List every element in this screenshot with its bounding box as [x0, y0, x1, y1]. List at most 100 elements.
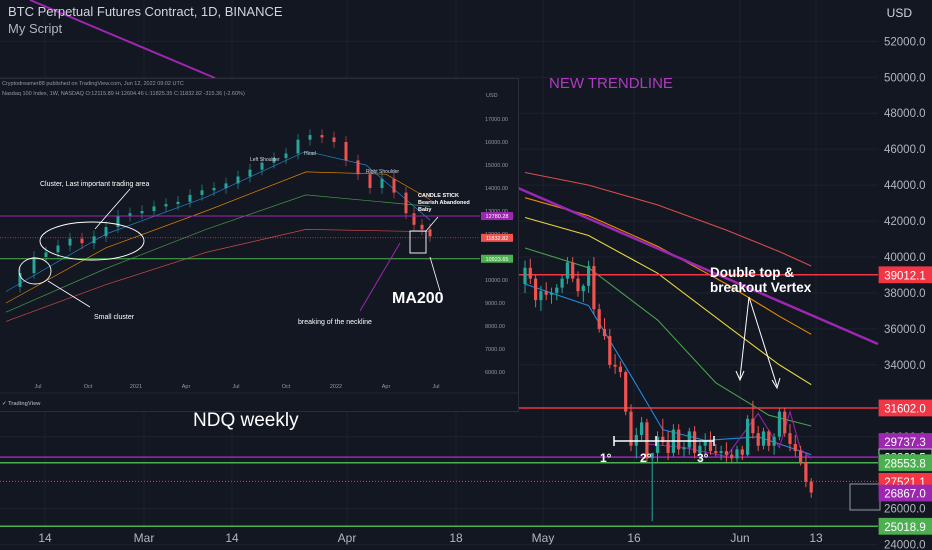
inset-price-tag-bg	[481, 254, 513, 263]
inset-x-label: 2022	[330, 384, 342, 390]
inset-y-label: 6000.00	[485, 370, 505, 376]
inset-x-label: Oct	[84, 384, 93, 390]
inset-ma-line	[5, 171, 431, 304]
inset-candle-body	[368, 174, 372, 188]
inset-y-label: 9000.00	[485, 301, 505, 307]
candle-body	[751, 418, 755, 434]
x-tick-label: Jun	[730, 531, 749, 545]
inset-candle-body	[284, 153, 288, 159]
candle-body	[777, 411, 781, 437]
inset-candle-body	[44, 252, 48, 257]
candle-body	[804, 461, 808, 482]
price-tag-label: 31602.0	[884, 403, 926, 415]
inset-candle-body	[18, 273, 22, 287]
inset-y-label: 16000.00	[485, 140, 508, 146]
chart-title: BTC Perpetual Futures Contract, 1D, BINA…	[8, 4, 283, 19]
inset-candle-body	[248, 169, 252, 177]
candle-body	[602, 328, 607, 337]
inset-candle-body	[92, 236, 96, 244]
candle-body	[528, 267, 532, 279]
inset-candle-body	[332, 137, 336, 142]
price-tag: 28553.8	[878, 454, 932, 472]
moving-average-line	[524, 216, 812, 386]
label-bearish-abandoned: Bearish Abandoned	[418, 200, 470, 206]
tradingview-logo: ✓ TradingView	[2, 401, 40, 407]
candle-body	[608, 336, 612, 365]
neckline-arrow	[359, 242, 401, 312]
small-cluster-arrow	[47, 280, 91, 308]
candle-body	[581, 285, 585, 292]
candle-body	[597, 309, 601, 329]
y-tick-label: 42000.0	[884, 216, 926, 228]
label-baby: Baby	[418, 207, 432, 213]
candle-body	[565, 262, 569, 279]
range-box	[849, 483, 881, 511]
x-tick-label: 16	[627, 531, 641, 545]
label-right-shoulder: Right Shoulder	[366, 169, 400, 175]
price-tag-label: 28553.8	[884, 458, 926, 470]
y-tick-label: 38000.0	[884, 288, 926, 300]
candle-body	[799, 451, 803, 462]
candle-body	[534, 278, 538, 301]
annotation-ndq-weekly: NDQ weekly	[193, 410, 299, 431]
currency-label[interactable]: USD	[886, 6, 912, 20]
inset-candle-body	[308, 135, 312, 140]
candle-body	[560, 278, 564, 288]
indicator-name[interactable]: My Script	[8, 21, 63, 36]
candle-body	[772, 436, 776, 446]
price-tag-bg	[878, 517, 932, 535]
inset-candle-body	[164, 204, 168, 207]
moving-average-line	[646, 409, 812, 459]
candle-body	[714, 451, 718, 453]
arrow-line-1	[739, 296, 750, 379]
price-tag-bg	[878, 266, 932, 284]
label-cluster: Cluster, Last important trading area	[40, 181, 150, 188]
candle-body	[809, 481, 813, 493]
price-tag-bg	[878, 454, 932, 472]
arrow-line-2	[748, 296, 778, 387]
inset-candle-body	[356, 160, 360, 175]
small-cluster-ellipse	[18, 257, 52, 285]
candle-body	[650, 452, 654, 459]
inset-candle-body	[104, 227, 108, 237]
inset-y-label: 8000.00	[485, 324, 505, 330]
inset-published-line: Cryptodreamer88 published on TradingView…	[2, 81, 184, 87]
inset-candle-body	[420, 224, 424, 230]
inset-x-label: Jul	[34, 384, 41, 390]
inset-candle-body	[320, 135, 324, 138]
price-tag: 31602.0	[878, 399, 932, 417]
inset-candle-body	[116, 215, 120, 228]
candle-body	[682, 447, 686, 450]
inset-candle-body	[224, 183, 228, 188]
y-tick-label: 48000.0	[884, 108, 926, 120]
inset-y-label: 14000.00	[485, 186, 508, 192]
x-tick-label: Apr	[338, 531, 357, 545]
inset-price-tag-label: 11832.82	[486, 236, 509, 242]
y-tick-label: 44000.0	[884, 180, 926, 192]
price-tag-bg	[878, 399, 932, 417]
inset-candle-body	[404, 192, 408, 214]
inset-candle-body	[152, 206, 156, 211]
candles	[523, 257, 813, 522]
time-axis[interactable]: 14 Mar 14 Apr 18 May 16 Jun 13	[38, 531, 823, 545]
y-tick-label: 36000.0	[884, 324, 926, 336]
inset-price-tag-label: 10923.65	[486, 257, 509, 263]
price-axis[interactable]: 52000.0 50000.0 48000.0 46000.0 44000.0 42000…	[884, 36, 926, 550]
ndq-inset-plot: USD 17000.00 16000.00 15000.00 14000.00 13000…	[0, 93, 518, 394]
label-neckline: breaking of the neckline	[298, 319, 372, 326]
y-tick-label: 52000.0	[884, 36, 926, 48]
y-tick-label: 50000.0	[884, 72, 926, 84]
price-tag-bg	[878, 484, 932, 502]
candle-body	[629, 411, 633, 446]
candle-body	[687, 431, 691, 448]
moving-average-line	[524, 171, 812, 267]
y-tick-label: 24000.0	[884, 540, 926, 550]
inset-candle-body	[392, 178, 396, 193]
annotation-new-trendline: NEW TRENDLINE	[549, 75, 673, 92]
ndq-inset-chart: USD 17000.00 16000.00 15000.00 14000.00 13000…	[0, 78, 519, 412]
candle-body	[618, 366, 622, 373]
candle-body	[788, 433, 792, 444]
inset-y-label: 17000.00	[485, 117, 508, 123]
x-tick-label: Mar	[134, 531, 155, 545]
inset-price-tag-label: 12780.28	[486, 214, 509, 220]
